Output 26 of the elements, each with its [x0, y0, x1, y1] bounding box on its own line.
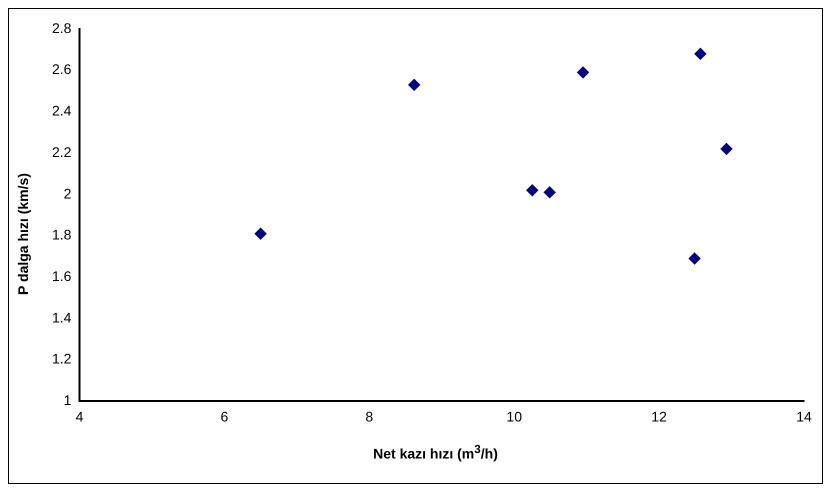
- y-tick-label: 2.4: [52, 102, 72, 119]
- y-tick-label: 1.6: [52, 268, 72, 284]
- point: [254, 228, 267, 240]
- y-tick-label: 1.4: [52, 309, 72, 326]
- y-tick-label: 2: [64, 185, 72, 202]
- x-tick-label: 10: [506, 408, 522, 424]
- point: [577, 66, 590, 78]
- x-tick-label: 6: [220, 408, 228, 424]
- point: [408, 78, 420, 91]
- y-tick-label: 2.2: [52, 144, 72, 160]
- point: [544, 186, 556, 198]
- point: [720, 142, 732, 155]
- point: [526, 184, 538, 196]
- point: [688, 252, 701, 265]
- x-tick-label: 12: [651, 408, 668, 424]
- y-axis-title: P dalga hızı (km/s): [15, 173, 31, 295]
- x-tick-label: 4: [76, 408, 84, 424]
- y-tick-label: 2.8: [52, 20, 72, 36]
- x-axis-title: Net kazı hızı (m$^{3}$/h): [372, 443, 499, 462]
- x-tick-label: 14: [796, 408, 812, 424]
- y-tick-label: 1.2: [52, 350, 72, 367]
- y-tick-label: 1.8: [52, 226, 72, 243]
- x-tick-label: 8: [365, 408, 374, 424]
- y-tick-label: 1: [64, 392, 72, 408]
- y-tick-label: 2.6: [52, 61, 72, 78]
- point: [694, 48, 706, 60]
